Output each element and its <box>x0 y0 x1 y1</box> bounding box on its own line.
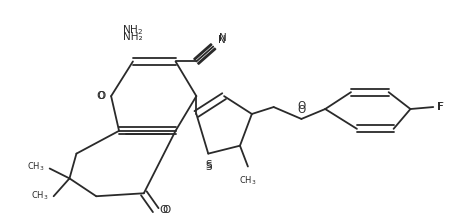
Text: F: F <box>437 102 443 112</box>
Text: O: O <box>97 91 105 101</box>
Text: F: F <box>438 102 444 112</box>
Text: CH$_3$: CH$_3$ <box>27 160 45 173</box>
Text: S: S <box>205 160 211 170</box>
Text: NH₂: NH₂ <box>123 32 143 42</box>
Text: O: O <box>163 205 171 215</box>
Text: O: O <box>96 91 104 101</box>
Text: N: N <box>218 35 226 44</box>
Text: O: O <box>297 101 305 111</box>
Text: O: O <box>160 205 168 215</box>
Text: CH$_3$: CH$_3$ <box>31 190 49 202</box>
Text: S: S <box>205 162 211 172</box>
Text: NH$_2$: NH$_2$ <box>122 23 143 37</box>
Text: N: N <box>219 33 227 43</box>
Text: O: O <box>297 105 305 115</box>
Text: CH$_3$: CH$_3$ <box>239 175 257 187</box>
